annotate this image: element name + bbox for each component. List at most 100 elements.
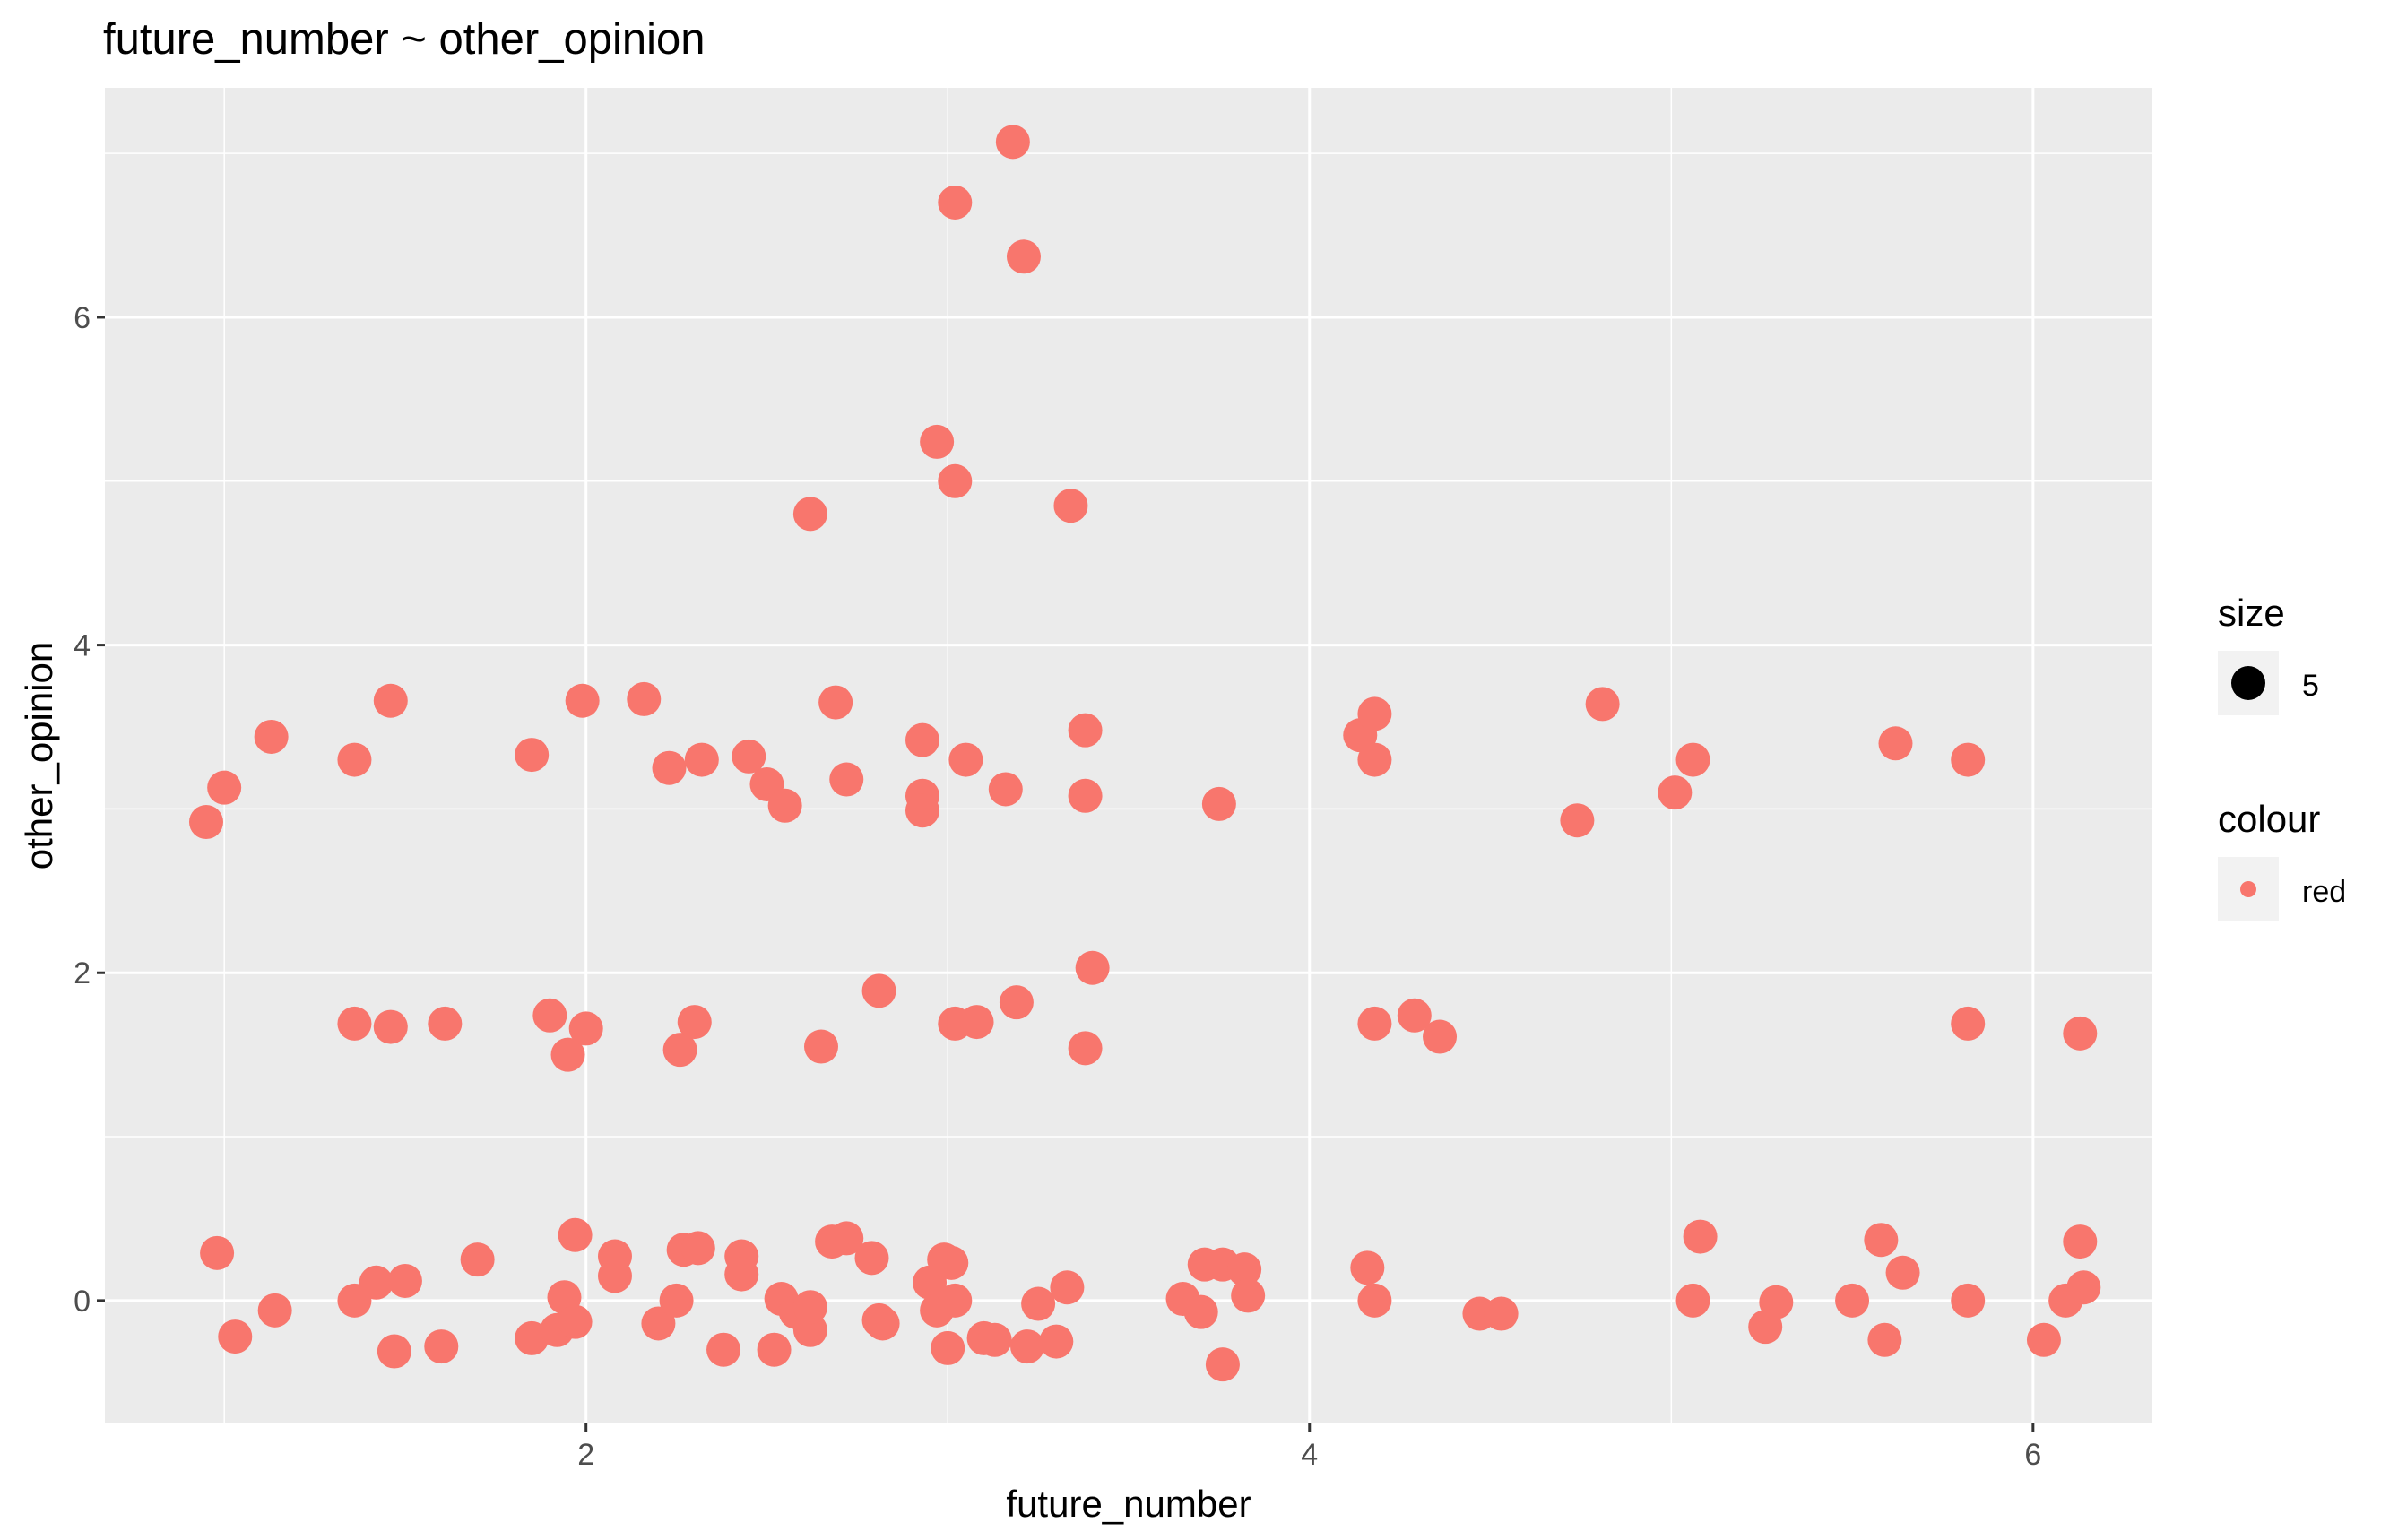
data-point — [680, 1231, 715, 1266]
data-point — [1951, 1006, 1986, 1041]
legend-colour-title: colour — [2218, 798, 2320, 840]
data-points — [188, 125, 2101, 1382]
y-tick-label: 2 — [74, 956, 91, 991]
x-tick-label: 4 — [1301, 1438, 1318, 1472]
data-point — [1885, 1255, 1920, 1290]
data-point — [627, 681, 662, 716]
data-point — [568, 1011, 603, 1046]
data-point — [1068, 1031, 1103, 1066]
data-point — [1675, 742, 1710, 777]
major-gridlines — [105, 88, 2152, 1423]
data-point — [1183, 1294, 1218, 1329]
data-point — [1867, 1322, 1902, 1357]
data-point — [558, 1304, 593, 1339]
data-point — [558, 1217, 593, 1252]
data-point — [597, 1259, 632, 1293]
legend-colour-label: red — [2302, 875, 2346, 909]
data-point — [2026, 1322, 2061, 1357]
x-tick-label: 2 — [577, 1438, 594, 1472]
data-point — [818, 685, 853, 720]
data-point — [1357, 1283, 1392, 1318]
data-point — [938, 1283, 973, 1318]
data-point — [959, 1005, 994, 1040]
data-point — [1759, 1285, 1794, 1319]
chart-title: future_number ~ other_opinion — [103, 15, 706, 64]
data-point — [724, 1257, 759, 1292]
data-point — [865, 1306, 900, 1341]
data-point — [359, 1265, 394, 1300]
minor-gridlines — [105, 88, 2152, 1423]
data-point — [1423, 1019, 1458, 1054]
data-point — [999, 985, 1034, 1020]
legend-size-key-icon — [2231, 666, 2265, 700]
data-point — [1227, 1252, 1262, 1287]
y-axis-title: other_opinion — [18, 642, 60, 870]
data-point — [254, 719, 289, 754]
data-point — [1878, 726, 1913, 761]
data-point — [1039, 1324, 1074, 1359]
data-point — [207, 770, 242, 805]
data-point — [792, 497, 827, 532]
data-point — [1484, 1296, 1519, 1331]
data-point — [387, 1263, 422, 1298]
data-point — [337, 1006, 372, 1041]
data-point — [854, 1241, 889, 1276]
data-point — [767, 788, 802, 823]
data-point — [550, 1037, 585, 1072]
data-point — [565, 683, 600, 718]
data-point — [1068, 778, 1103, 813]
data-point — [931, 1330, 965, 1365]
data-point — [1864, 1223, 1899, 1258]
data-point — [1683, 1219, 1718, 1254]
data-point — [995, 125, 1030, 160]
y-tick-label: 6 — [74, 301, 91, 335]
data-point — [1021, 1286, 1056, 1321]
data-point — [188, 805, 223, 840]
data-point — [428, 1006, 463, 1041]
data-point — [460, 1242, 495, 1277]
data-point — [1201, 786, 1236, 821]
data-point — [2063, 1016, 2098, 1051]
legend-size-title: size — [2218, 592, 2285, 634]
data-point — [659, 1283, 694, 1318]
y-tick-label: 4 — [74, 629, 91, 663]
data-point — [200, 1235, 235, 1270]
data-point — [1350, 1250, 1385, 1285]
data-point — [1397, 998, 1432, 1033]
data-point — [948, 742, 983, 777]
data-point — [988, 772, 1023, 807]
data-point — [977, 1322, 1012, 1357]
x-axis: 2 4 6 — [577, 1423, 2041, 1472]
data-point — [829, 762, 864, 797]
data-point — [1675, 1283, 1710, 1318]
data-point — [938, 463, 973, 498]
data-point — [861, 973, 896, 1008]
data-point — [1231, 1278, 1266, 1313]
data-point — [757, 1332, 792, 1367]
data-point — [684, 742, 719, 777]
data-point — [1050, 1270, 1085, 1305]
data-point — [1010, 1329, 1045, 1364]
data-point — [257, 1293, 292, 1328]
data-point — [373, 1009, 408, 1044]
data-point — [532, 998, 567, 1033]
data-point — [1357, 696, 1392, 731]
data-point — [2066, 1270, 2101, 1305]
data-point — [1560, 803, 1595, 838]
data-point — [218, 1319, 253, 1354]
data-point — [934, 1245, 969, 1280]
data-point — [1658, 775, 1693, 810]
legend-size-label: 5 — [2302, 669, 2319, 703]
data-point — [829, 1221, 864, 1256]
data-point — [641, 1306, 676, 1341]
data-point — [1068, 713, 1103, 748]
data-point — [1585, 687, 1620, 722]
x-tick-label: 6 — [2024, 1438, 2041, 1472]
data-point — [677, 1005, 712, 1040]
data-point — [373, 683, 408, 718]
data-point — [1053, 489, 1088, 523]
legend: size 5 colour red — [2218, 592, 2346, 921]
data-point — [920, 424, 955, 459]
data-point — [424, 1329, 459, 1364]
